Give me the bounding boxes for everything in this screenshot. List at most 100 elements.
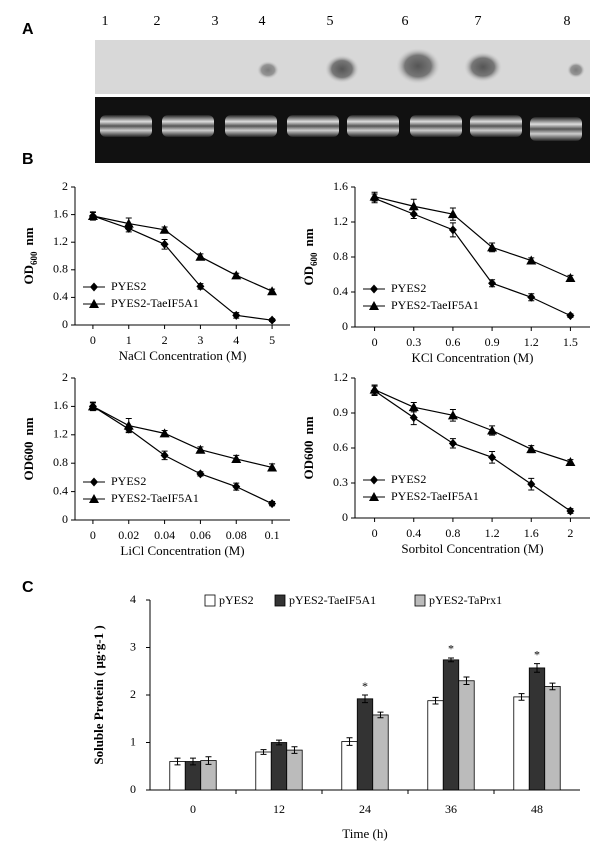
y-axis-label-part: nm [21, 417, 36, 435]
marker-diamond [160, 239, 169, 249]
marker-diamond [196, 281, 205, 291]
marker-diamond [268, 315, 277, 325]
y-tick-label: 0.8 [53, 455, 68, 469]
error-bar [260, 749, 267, 755]
significance-mark: * [362, 679, 368, 693]
legend-label: PYES2 [391, 281, 426, 295]
legend-label: PYES2-TaeIF5A1 [111, 491, 199, 505]
marker-triangle [87, 210, 98, 220]
series-line [92, 405, 273, 505]
series-line [374, 196, 571, 279]
bar [544, 686, 561, 791]
bar [286, 749, 303, 791]
series-line [374, 390, 571, 512]
bar [341, 741, 358, 791]
y-tick-label: 1.6 [53, 398, 68, 412]
x-tick-label: 0.4 [406, 526, 421, 540]
marker-diamond [232, 310, 241, 320]
x-tick-label: 0 [372, 335, 378, 349]
marker-triangle [565, 273, 576, 282]
y-axis-label-part: nm [301, 228, 316, 246]
legend-label: pYES2-TaeIF5A1 [289, 593, 376, 607]
error-bar [190, 757, 196, 766]
x-tick-label: 3 [197, 333, 203, 347]
x-axis-label: Sorbitol Concentration (M) [401, 541, 543, 556]
marker-triangle [369, 191, 380, 201]
error-bar [346, 737, 353, 746]
significance-mark: * [534, 647, 540, 661]
legend-label: PYES2-TaeIF5A1 [391, 489, 479, 503]
y-axis-label-part: nm [301, 416, 316, 434]
marker-triangle [526, 444, 537, 454]
bar [458, 680, 475, 791]
marker-diamond [370, 284, 378, 294]
error-bar [534, 663, 540, 673]
x-axis-label: NaCl Concentration (M) [119, 348, 247, 363]
y-tick-label: 1.2 [333, 214, 348, 228]
series-line [374, 389, 571, 463]
marker-triangle [89, 299, 99, 308]
gel [95, 97, 590, 163]
x-tick-label: 0.8 [445, 526, 460, 540]
x-tick-label: 2 [162, 333, 168, 347]
error-bar [291, 746, 298, 754]
marker-triangle [369, 301, 379, 310]
y-axis-label-part: OD [301, 266, 316, 286]
marker-triangle [195, 444, 206, 454]
legend-swatch [274, 594, 286, 607]
significance-mark: * [448, 642, 454, 656]
bar [442, 659, 460, 791]
y-tick-label: 0.4 [333, 284, 348, 298]
blot [95, 40, 590, 94]
marker-triangle [123, 420, 134, 430]
marker-triangle [565, 457, 576, 466]
x-tick-label: 0.02 [118, 528, 139, 542]
y-tick-label: 1.6 [333, 179, 348, 193]
marker-triangle [487, 425, 498, 435]
lane-label: 2 [154, 14, 161, 29]
series-line [374, 197, 571, 317]
legend-label: PYES2-TaeIF5A1 [111, 296, 199, 310]
y-tick-label: 0 [62, 512, 68, 526]
y-tick-label: 2 [62, 179, 68, 193]
y-axis-label: Soluble Protein ( μg·g-1 ) [91, 625, 106, 764]
x-axis-label: LiCl Concentration (M) [120, 543, 244, 558]
error-bar [549, 682, 556, 691]
y-tick-label: 0 [342, 319, 348, 333]
y-axis-label: OD600 nm [21, 227, 39, 284]
y-tick-label: 0 [130, 782, 136, 796]
y-tick-label: 1.2 [333, 370, 348, 384]
x-tick-label: 12 [273, 802, 285, 816]
marker-triangle [123, 218, 134, 228]
legend-label: PYES2 [391, 472, 426, 486]
legend-swatch [204, 594, 216, 607]
y-axis-label: OD600 nm [21, 417, 36, 480]
lane-label: 5 [327, 14, 334, 29]
series-line [92, 215, 273, 321]
error-bar [205, 756, 212, 765]
lane-label: 8 [564, 14, 571, 29]
marker-diamond [488, 278, 497, 288]
bar [200, 760, 217, 791]
marker-diamond [90, 282, 98, 292]
x-tick-label: 48 [531, 802, 543, 816]
y-tick-label: 0.8 [333, 249, 348, 263]
y-tick-label: 0.6 [333, 440, 348, 454]
marker-diamond [566, 506, 575, 516]
y-tick-label: 0.8 [53, 262, 68, 276]
marker-diamond [566, 311, 575, 321]
x-tick-label: 1.5 [563, 335, 578, 349]
x-tick-label: 1.2 [524, 335, 539, 349]
marker-triangle [159, 224, 170, 234]
legend-label: PYES2-TaeIF5A1 [391, 298, 479, 312]
bar [169, 761, 186, 791]
y-tick-label: 0.9 [333, 405, 348, 419]
x-tick-label: 0.06 [190, 528, 211, 542]
error-bar [518, 693, 525, 701]
error-bar [174, 757, 181, 766]
x-tick-label: 0.3 [406, 335, 421, 349]
error-bar [432, 696, 439, 705]
marker-diamond [160, 450, 169, 460]
y-axis-label-part: nm [21, 227, 36, 245]
